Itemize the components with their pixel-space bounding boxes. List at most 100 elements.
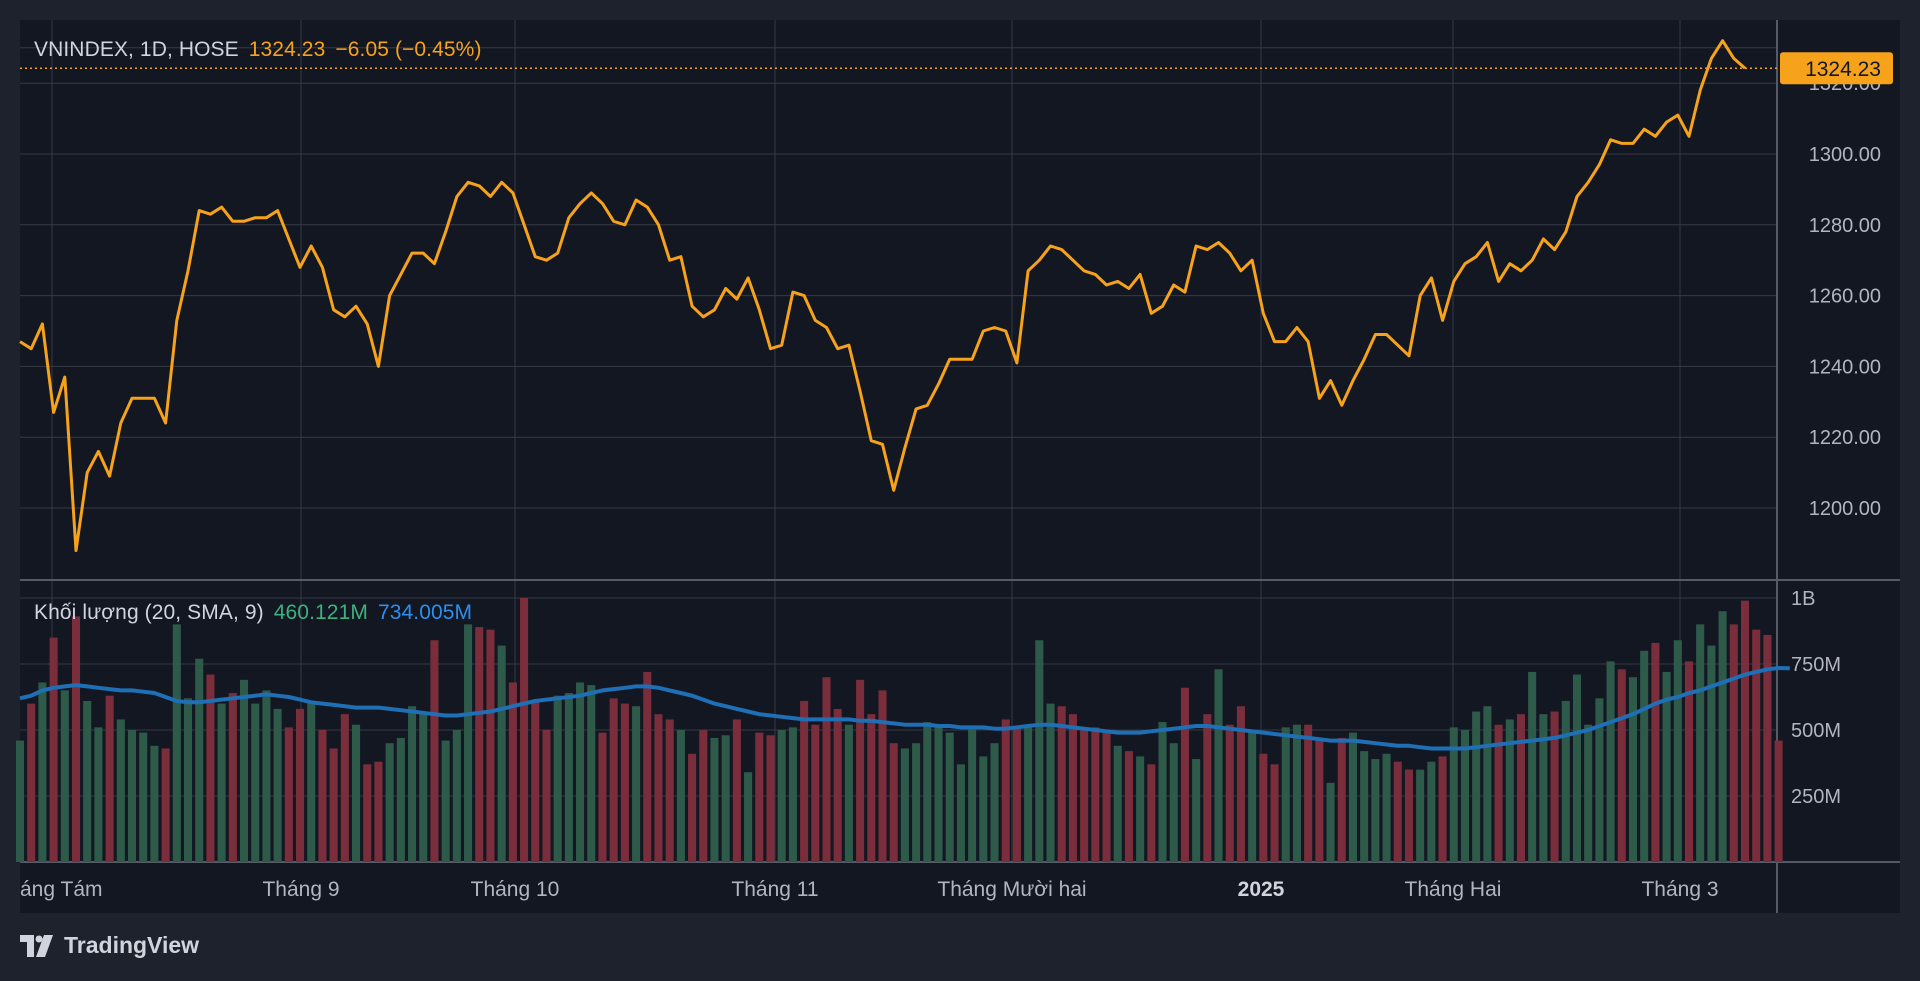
volume-bar	[1192, 759, 1201, 862]
volume-bar	[788, 727, 797, 862]
tradingview-logo-icon	[20, 934, 53, 957]
volume-bar	[284, 727, 293, 862]
volume-bar	[956, 764, 965, 862]
x-tick-label: Tháng 10	[471, 878, 560, 901]
price-legend[interactable]: VNINDEX, 1D, HOSE 1324.23 −6.05 (−0.45%)	[34, 38, 492, 62]
volume-bar	[318, 730, 327, 862]
volume-bar	[643, 671, 652, 862]
volume-bar	[1236, 706, 1245, 862]
volume-bar	[979, 756, 988, 862]
volume-legend[interactable]: Khối lượng (20, SMA, 9) 460.121M 734.005M	[34, 601, 482, 625]
volume-bar	[1404, 769, 1413, 862]
volume-bar	[654, 714, 663, 862]
volume-bar	[217, 703, 226, 862]
volume-bar	[1494, 724, 1503, 862]
volume-bar	[1684, 661, 1694, 862]
volume-bar	[945, 732, 954, 862]
volume-bar	[1102, 730, 1111, 862]
volume-bar	[396, 737, 405, 862]
volume-bar	[531, 700, 540, 862]
price-tick-label: 1300.00	[1809, 144, 1881, 166]
volume-bar	[116, 719, 125, 862]
volume-bar	[239, 679, 249, 862]
volume-bar	[1248, 732, 1257, 862]
volume-bar	[1505, 719, 1514, 862]
volume-bar	[1180, 687, 1189, 862]
volume-bar	[665, 719, 674, 862]
volume-bar	[273, 708, 282, 862]
volume-value: 460.121M	[273, 601, 368, 624]
volume-bar	[1225, 724, 1234, 862]
volume-bar	[1091, 727, 1100, 862]
axes: 1200.00 1220.00 1240.00 1260.00 1280.00 1300.…	[20, 52, 1893, 901]
volume-bar	[464, 624, 473, 862]
volume-bar	[307, 703, 316, 862]
volume-bar	[83, 700, 92, 862]
volume-bar	[598, 732, 607, 862]
volume-bar	[508, 682, 517, 862]
price-series	[19, 39, 1746, 552]
volume-bar	[1382, 753, 1391, 862]
symbol-label: VNINDEX, 1D, HOSE	[34, 38, 239, 61]
volume-bar	[710, 737, 719, 862]
volume-bar	[620, 703, 629, 862]
volume-bar	[497, 645, 506, 862]
volume-bar	[721, 735, 730, 862]
volume-bar	[1001, 719, 1010, 862]
volume-legend-label: Khối lượng (20, SMA, 9)	[34, 601, 264, 624]
volume-bar	[71, 616, 81, 862]
volume-bar	[1528, 671, 1537, 862]
volume-bar	[1158, 722, 1167, 862]
volume-bar	[1371, 759, 1380, 862]
volume-sma-series	[19, 666, 1790, 751]
volume-bar	[564, 693, 573, 862]
x-tick-label: áng Tám	[20, 878, 103, 901]
volume-bar	[755, 732, 764, 862]
volume-bar	[262, 690, 271, 862]
volume-bar	[822, 677, 831, 862]
volume-bar	[1348, 732, 1357, 862]
volume-bar	[1326, 782, 1335, 862]
volume-bar	[1516, 714, 1526, 862]
volume-bar	[139, 732, 148, 862]
price-change: −6.05 (−0.45%)	[335, 38, 482, 61]
volume-sma-value: 734.005M	[377, 601, 473, 624]
volume-bar	[867, 714, 876, 862]
volume-bar	[1315, 740, 1324, 862]
volume-bar	[744, 772, 753, 862]
volume-tick-label: 1B	[1791, 588, 1815, 610]
volume-bar	[363, 764, 372, 862]
volume-bar	[1572, 674, 1582, 862]
volume-bar	[172, 624, 181, 862]
volume-bar	[1539, 714, 1548, 862]
volume-bar	[699, 730, 708, 862]
volume-bar	[1259, 753, 1268, 862]
price-tick-label: 1220.00	[1809, 427, 1881, 449]
volume-tick-label: 250M	[1791, 786, 1841, 808]
volume-bar	[206, 674, 215, 862]
volume-tick-label: 500M	[1791, 720, 1841, 742]
volume-bar	[195, 658, 204, 862]
volume-bar	[1774, 740, 1783, 862]
volume-bar	[1752, 629, 1761, 862]
volume-sma-line	[19, 666, 1790, 751]
volume-bar	[1024, 724, 1033, 862]
x-tick-label: Tháng Hai	[1405, 878, 1502, 901]
volume-bar	[251, 703, 260, 862]
volume-bar	[1360, 751, 1369, 862]
volume-bar	[340, 714, 349, 862]
volume-bar	[1046, 703, 1055, 862]
volume-bar	[1169, 743, 1178, 862]
volume-bar	[1068, 714, 1077, 862]
x-tick-label: Tháng 3	[1641, 878, 1718, 901]
volume-bar	[968, 727, 977, 862]
x-tick-label: Tháng Mười hai	[937, 878, 1086, 901]
tradingview-brand[interactable]: TradingView	[20, 932, 199, 959]
volume-bar	[878, 690, 887, 862]
volume-bar	[553, 695, 562, 862]
volume-bar	[856, 679, 865, 862]
volume-bar	[912, 743, 921, 862]
volume-bar	[1617, 669, 1626, 862]
volume-bar	[105, 695, 114, 862]
volume-bar	[833, 708, 842, 862]
